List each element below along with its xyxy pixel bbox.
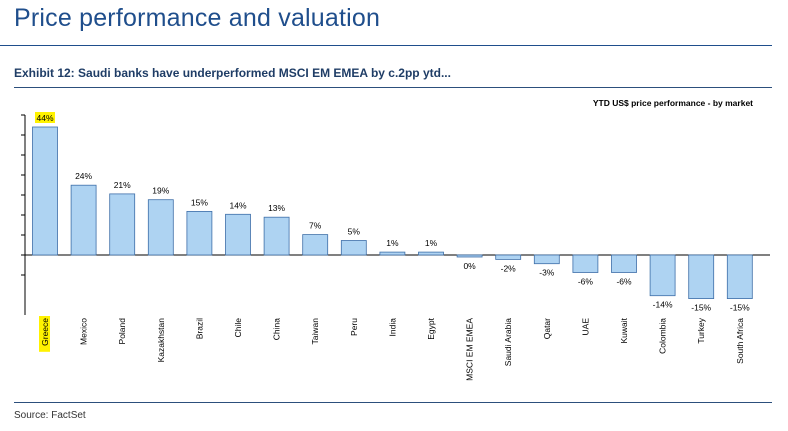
category-label: Peru: [349, 318, 359, 336]
category-label: South Africa: [735, 318, 745, 364]
bar-south-africa: [726, 254, 753, 299]
category-label-highlight: [39, 316, 50, 352]
data-label: -6%: [616, 276, 632, 286]
category-label: Colombia: [658, 318, 668, 354]
bar-mexico: [70, 184, 97, 256]
data-label: 21%: [114, 180, 131, 190]
data-label: 1%: [386, 238, 399, 248]
category-label: Turkey: [696, 317, 706, 343]
bar-msci-em-emea: [456, 254, 483, 258]
category-label: Taiwan: [310, 318, 320, 345]
bar-china: [263, 216, 290, 256]
bar-qatar: [533, 254, 560, 265]
data-label: 5%: [348, 226, 361, 236]
category-label: Kazakhstan: [156, 318, 166, 363]
data-label: 13%: [268, 203, 285, 213]
title-divider: [0, 45, 772, 46]
data-label: 1%: [425, 238, 438, 248]
category-label: Mexico: [79, 318, 89, 345]
data-label: 15%: [191, 197, 208, 207]
page-title: Price performance and valuation: [14, 4, 381, 32]
category-label: Saudi Arabia: [503, 318, 513, 366]
category-label: Qatar: [542, 318, 552, 339]
source-note: Source: FactSet: [14, 410, 86, 421]
category-label: Greece: [40, 318, 50, 346]
bar-taiwan: [302, 234, 329, 256]
bar-brazil: [186, 210, 213, 256]
data-label-highlight: [35, 112, 55, 123]
data-label: -14%: [653, 300, 673, 310]
data-label: -6%: [578, 276, 594, 286]
exhibit-title: Exhibit 12: Saudi banks have underperfor…: [14, 66, 451, 80]
bar-turkey: [688, 254, 715, 299]
exhibit-bottom-rule: [14, 402, 772, 403]
data-label: 7%: [309, 221, 322, 231]
bar-saudi-arabia: [495, 254, 522, 260]
data-label: -2%: [501, 263, 517, 273]
bar-kazakhstan: [147, 199, 174, 256]
category-label: India: [387, 318, 397, 337]
chart-title: YTD US$ price performance - by market: [593, 98, 753, 108]
category-label: China: [272, 318, 282, 340]
bar-india: [379, 251, 406, 256]
bar-greece: [32, 126, 58, 256]
data-label: -15%: [730, 303, 750, 313]
data-label: 14%: [229, 200, 246, 210]
bar-peru: [340, 240, 367, 256]
bar-chile: [225, 213, 251, 256]
category-label: UAE: [580, 318, 590, 336]
data-label: 19%: [152, 186, 169, 196]
bar-kuwait: [611, 254, 637, 273]
category-label: Brazil: [194, 318, 204, 339]
category-label: Kuwait: [619, 317, 629, 343]
bar-colombia: [649, 254, 676, 297]
data-label: 24%: [75, 171, 92, 181]
data-label: -3%: [539, 268, 555, 278]
data-label: 0%: [463, 261, 476, 271]
category-label: Poland: [117, 318, 127, 345]
bar-uae: [572, 254, 599, 273]
category-label: Chile: [233, 318, 243, 338]
category-label: MSCI EM EMEA: [465, 318, 475, 381]
data-label: -15%: [691, 303, 711, 313]
bar-egypt: [418, 251, 444, 256]
data-label: 44%: [36, 113, 53, 123]
category-label: Egypt: [426, 317, 436, 339]
bar-poland: [109, 193, 136, 256]
exhibit-top-rule: [14, 87, 772, 88]
